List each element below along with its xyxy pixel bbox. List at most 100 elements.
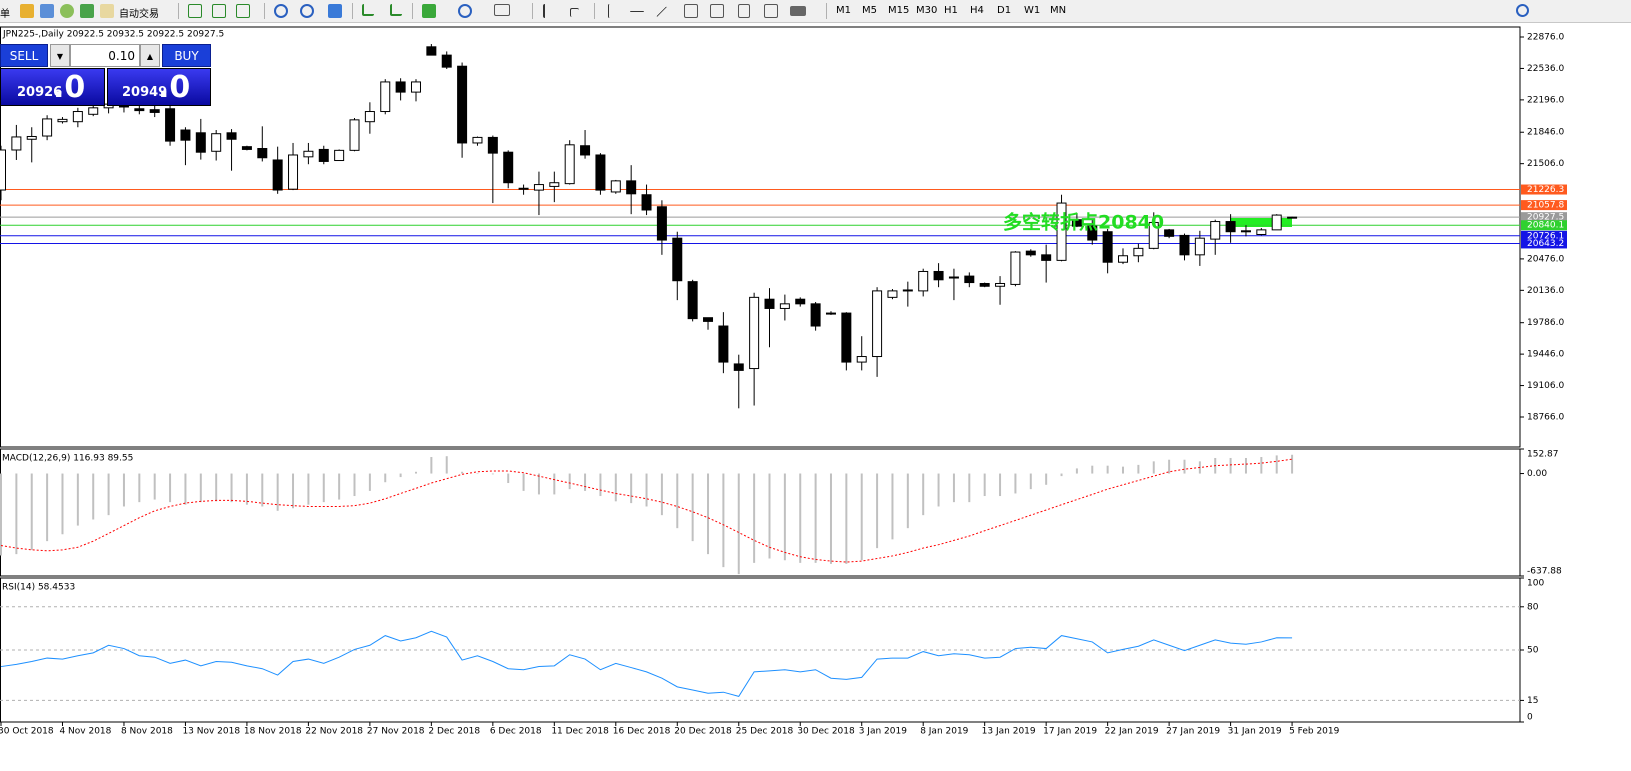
annotation: 多空转折点20840 <box>1003 211 1164 234</box>
candle-body <box>395 81 406 93</box>
ask-fraction: .0 <box>158 70 191 105</box>
y-tick-label: 19106.0 <box>1527 381 1564 391</box>
level-label-bg <box>1521 220 1567 231</box>
icon[interactable] <box>300 4 314 18</box>
icon[interactable] <box>20 4 34 18</box>
icon[interactable] <box>236 4 250 18</box>
candle-body <box>1133 247 1144 257</box>
candle-body <box>1287 216 1298 219</box>
lot-up[interactable]: ▲ <box>140 44 160 67</box>
icon[interactable] <box>764 4 778 18</box>
ask-box[interactable]: 20949 .0 <box>107 68 211 106</box>
candle-body <box>364 111 375 123</box>
sell-button[interactable]: SELL <box>0 44 48 67</box>
icon[interactable] <box>100 4 114 18</box>
icon[interactable] <box>422 4 436 18</box>
panel-border <box>0 26 1521 448</box>
candle-body <box>149 109 160 113</box>
separator <box>412 3 413 19</box>
icon[interactable] <box>543 4 553 18</box>
candle-body <box>272 159 283 191</box>
candle-body <box>1071 219 1082 227</box>
candle-body <box>303 150 314 158</box>
candle-body <box>226 132 237 140</box>
rsi-line <box>0 630 1293 697</box>
timeframe[interactable]: M5 <box>862 5 877 16</box>
icon[interactable] <box>40 4 54 18</box>
candle-body <box>1271 214 1282 231</box>
search[interactable] <box>1516 4 1529 17</box>
icon[interactable] <box>328 4 342 18</box>
lot-input[interactable]: 0.10 <box>70 44 140 67</box>
icon[interactable] <box>570 8 579 17</box>
timeframe[interactable]: W1 <box>1024 5 1041 16</box>
candle-body <box>1256 229 1267 235</box>
auto-trade[interactable]: 自动交易 <box>119 9 159 20</box>
timeframe[interactable]: M30 <box>916 5 938 16</box>
candle-body <box>703 317 714 322</box>
x-tick-label: 16 Dec 2018 <box>613 727 671 737</box>
candle-body <box>349 119 360 151</box>
x-tick-label: 27 Jan 2019 <box>1166 727 1220 737</box>
candle-body <box>718 325 729 363</box>
candle-body <box>180 129 191 141</box>
icon[interactable] <box>390 4 402 16</box>
icon[interactable] <box>710 4 724 18</box>
candle-body <box>11 136 22 151</box>
panel-title: RSI(14) 58.4533 <box>2 583 75 593</box>
icon[interactable] <box>790 6 806 16</box>
y-tick-label: 80 <box>1527 602 1539 612</box>
lot-down[interactable]: ▼ <box>50 44 70 67</box>
timeframe[interactable]: H1 <box>944 5 958 16</box>
timeframe[interactable]: M15 <box>888 5 910 16</box>
candle-body <box>1041 254 1052 261</box>
timeframe[interactable]: M1 <box>836 5 851 16</box>
icon[interactable] <box>80 4 94 18</box>
trade-panel: SELL ▼ 0.10 ▲ BUY 20926 .0 20949 .0 <box>0 44 211 107</box>
bid-fraction: .0 <box>53 70 86 105</box>
icon[interactable] <box>188 4 202 18</box>
x-tick-label: 31 Jan 2019 <box>1228 727 1282 737</box>
candle-body <box>964 275 975 284</box>
icon[interactable] <box>458 4 472 18</box>
y-tick-label: 22536.0 <box>1527 64 1564 74</box>
menu-label: 单 <box>0 9 10 20</box>
x-tick-label: 13 Nov 2018 <box>182 727 240 737</box>
candle-body <box>902 289 913 292</box>
timeframe[interactable]: H4 <box>970 5 984 16</box>
candle-body <box>979 282 990 287</box>
separator <box>594 3 595 19</box>
icon[interactable] <box>630 11 644 13</box>
icon[interactable] <box>60 4 74 18</box>
level-label-bg <box>1521 184 1567 195</box>
timeframe[interactable]: D1 <box>997 5 1012 16</box>
icon[interactable] <box>608 4 611 18</box>
icon[interactable] <box>362 4 374 16</box>
candle-body <box>426 46 437 56</box>
icon[interactable] <box>738 4 750 18</box>
candle-body <box>872 290 883 358</box>
candle-body <box>1056 202 1067 261</box>
candle-body <box>779 303 790 309</box>
panel-title: MACD(12,26,9) 116.93 89.55 <box>2 454 133 464</box>
timeframe[interactable]: MN <box>1050 5 1067 16</box>
x-tick-label: 27 Nov 2018 <box>367 727 425 737</box>
candle-body <box>0 149 6 191</box>
y-tick-label: 100 <box>1527 579 1544 589</box>
candle-body <box>487 136 498 154</box>
candle-body <box>165 108 176 142</box>
icon[interactable] <box>212 4 226 18</box>
separator <box>352 3 353 19</box>
candle-body <box>841 312 852 363</box>
candle-body <box>1118 255 1129 263</box>
candle-body <box>795 298 806 305</box>
candle-body <box>1010 251 1021 285</box>
icon[interactable] <box>274 4 288 18</box>
separator <box>264 3 265 19</box>
icon[interactable] <box>684 4 698 18</box>
icon[interactable] <box>494 4 510 16</box>
candle-body <box>57 118 68 123</box>
bid-box[interactable]: 20926 .0 <box>0 68 105 106</box>
candle-body <box>318 148 329 162</box>
buy-button[interactable]: BUY <box>162 44 211 67</box>
